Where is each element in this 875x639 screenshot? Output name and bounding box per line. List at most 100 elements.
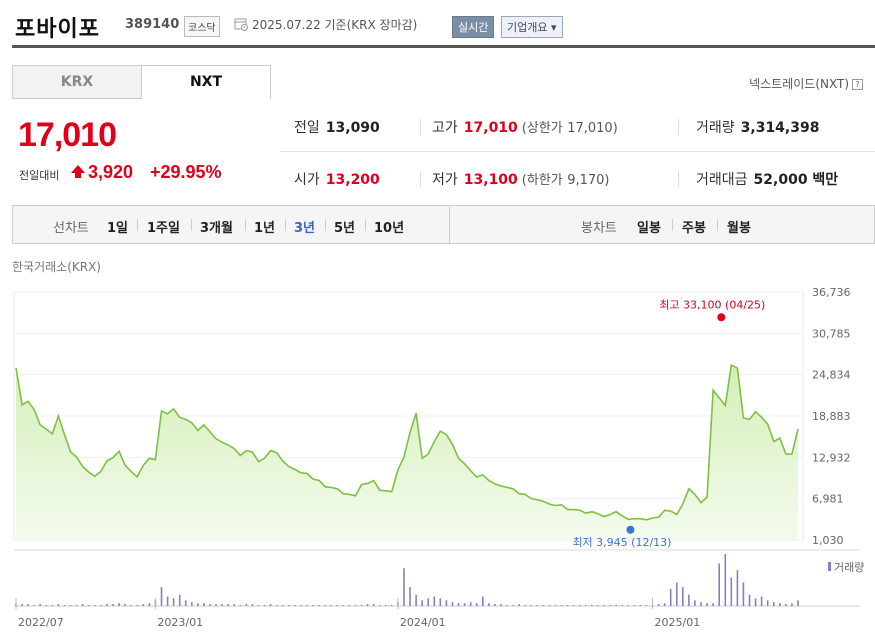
volume-bar xyxy=(63,605,66,606)
period-5year[interactable]: 5년 xyxy=(334,221,356,236)
volume-bar xyxy=(385,605,387,606)
volume-bar xyxy=(736,570,739,606)
volume-bar xyxy=(312,605,314,606)
tab-krx[interactable]: KRX xyxy=(12,65,142,99)
candle-monthly[interactable]: 월봉 xyxy=(727,221,751,236)
period-1week[interactable]: 1주일 xyxy=(147,221,180,236)
volume-bar xyxy=(554,605,557,606)
volume-bar xyxy=(627,605,630,606)
realtime-button[interactable]: 실시간 xyxy=(452,16,495,38)
stock-name: 포바이포 xyxy=(15,17,100,42)
volume-bar xyxy=(439,598,442,606)
y-tick-label: 30,785 xyxy=(812,327,851,340)
volume-bar xyxy=(263,605,266,606)
volume-bar xyxy=(603,605,605,606)
quote-divider xyxy=(280,151,875,152)
low-label: 저가 xyxy=(432,172,458,188)
volume-bar xyxy=(360,605,363,606)
y-tick-label: 18,883 xyxy=(812,410,851,423)
volume-bar xyxy=(579,605,581,606)
change-rate: +29.95% xyxy=(150,162,222,182)
volume-bar xyxy=(100,605,102,606)
volume-bar xyxy=(300,605,302,606)
period-10year[interactable]: 10년 xyxy=(374,221,405,236)
volume-bar xyxy=(94,605,96,606)
volume-bar xyxy=(633,605,636,606)
volume-bar xyxy=(566,605,569,606)
volume-bar xyxy=(785,604,787,606)
volume-bar xyxy=(591,605,593,606)
volume-bar xyxy=(33,605,35,606)
period-3month[interactable]: 3개월 xyxy=(200,221,233,236)
volume-bar xyxy=(69,605,72,606)
volume-bar xyxy=(475,603,478,606)
period-separator xyxy=(137,219,138,231)
volume-bar xyxy=(136,605,138,606)
price-line xyxy=(15,364,799,521)
volume-bar xyxy=(130,605,132,606)
nxt-info-link[interactable]: 넥스트레이드(NXT)? xyxy=(749,75,863,92)
lower-limit-label: (하한가 xyxy=(521,173,563,188)
period-separator xyxy=(717,219,718,231)
period-3year[interactable]: 3년 xyxy=(294,221,316,236)
help-icon[interactable]: ? xyxy=(852,79,863,90)
volume-bar xyxy=(585,605,587,606)
volume-bar xyxy=(494,604,496,606)
high-marker xyxy=(717,313,726,322)
volume-bar xyxy=(409,587,411,606)
upper-limit-label: (상한가 xyxy=(521,121,563,136)
period-1year[interactable]: 1년 xyxy=(254,221,276,236)
volume-bar xyxy=(542,605,545,606)
volume-bar xyxy=(760,596,763,606)
company-info-dropdown[interactable]: 기업개요 ▾ xyxy=(501,16,563,38)
volume-bar xyxy=(112,604,114,606)
candle-weekly[interactable]: 주봉 xyxy=(682,221,706,236)
volume-bar xyxy=(142,604,145,606)
volume-bar xyxy=(269,604,272,606)
high-label: 고가 xyxy=(432,120,458,136)
volume-bar xyxy=(354,605,357,606)
volume-bar xyxy=(87,605,90,606)
volume-bar xyxy=(391,605,393,606)
calendar-icon xyxy=(234,18,248,31)
volume-bar xyxy=(421,600,423,606)
low-value: 13,100 xyxy=(463,172,518,188)
high-label: 최고 33,100 (04/25) xyxy=(659,298,765,311)
volume-bar xyxy=(166,596,169,606)
volume-bar xyxy=(372,604,375,606)
volume-bar xyxy=(754,598,757,606)
volume-bar xyxy=(160,587,163,606)
volume-bar xyxy=(488,603,490,606)
volume-bar xyxy=(197,603,199,606)
volume-bar xyxy=(427,598,429,606)
volume-bar xyxy=(233,604,235,606)
volume-bar xyxy=(39,604,41,606)
page-header: 포바이포 389140 코스닥 2025.07.22 기준(KRX 장마감) 실… xyxy=(12,0,875,48)
volume-bar xyxy=(324,605,326,606)
quote-low: 저가 13,100 (하한가 9,170) xyxy=(432,169,610,189)
volume-bar xyxy=(27,604,29,606)
change-amount: 3,920 xyxy=(88,162,134,182)
period-separator xyxy=(325,219,326,231)
volume-legend-swatch xyxy=(828,562,831,571)
open-label: 시가 xyxy=(294,172,320,188)
quote-separator xyxy=(420,171,421,187)
volume-bar xyxy=(663,603,666,606)
volume-bar xyxy=(572,605,575,606)
up-arrow-icon xyxy=(71,165,85,178)
y-tick-label: 6,981 xyxy=(812,493,844,506)
price-area-fill xyxy=(16,365,798,540)
period-1day[interactable]: 1일 xyxy=(107,221,129,236)
low-marker xyxy=(626,525,635,534)
x-tick-label: 2023/01 xyxy=(157,616,203,629)
candle-daily[interactable]: 일봉 xyxy=(637,221,661,236)
period-bar: 선차트 1일 1주일 3개월 1년 3년 5년 10년 봉차트 일봉 주봉 월봉 xyxy=(12,205,875,244)
tab-nxt[interactable]: NXT xyxy=(141,65,271,99)
price-chart[interactable]: 36,736 30,785 24,834 18,883 12,932 6,981 1,030… xyxy=(0,270,875,639)
volume-label: 거래량 xyxy=(696,120,735,136)
volume-bar xyxy=(639,605,642,606)
volume-legend-label: 거래량 xyxy=(834,561,864,574)
volume-bar xyxy=(57,604,60,606)
volume-bar xyxy=(294,605,296,606)
volume-bar xyxy=(518,604,520,606)
